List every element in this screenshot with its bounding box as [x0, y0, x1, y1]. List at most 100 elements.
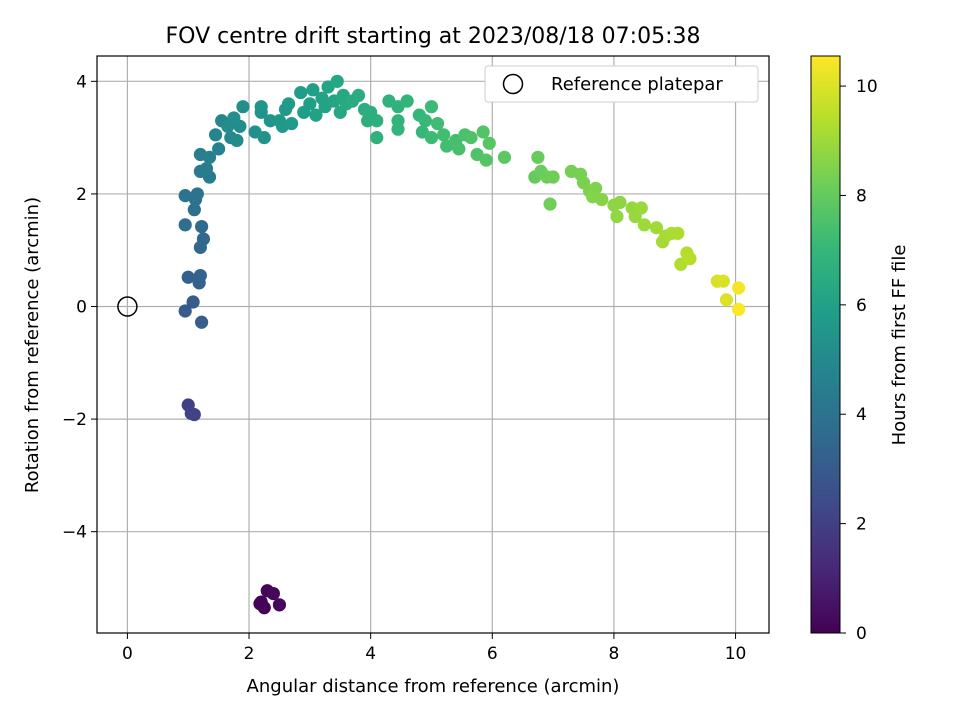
- data-point: [543, 197, 557, 211]
- data-point: [272, 598, 287, 612]
- data-point: [294, 85, 308, 100]
- data-point: [497, 150, 512, 164]
- data-point: [202, 150, 217, 164]
- data-point: [187, 203, 201, 217]
- colorbar-tick-label: 4: [856, 405, 867, 425]
- colorbar-ticks: 0 2 4 6 8 10: [840, 77, 878, 644]
- data-point: [424, 131, 439, 145]
- data-point: [683, 252, 697, 266]
- y-axis-ticks: −4 −2 0 2 4: [62, 72, 97, 543]
- colorbar-label: Hours from first FF file: [889, 245, 910, 446]
- data-point: [731, 302, 746, 316]
- data-point: [391, 122, 405, 136]
- data-point: [257, 131, 271, 145]
- data-point: [196, 232, 211, 246]
- data-point: [230, 133, 244, 148]
- data-point: [430, 116, 445, 131]
- data-point: [531, 150, 545, 164]
- data-point: [227, 111, 241, 125]
- data-point: [464, 131, 478, 145]
- data-point: [719, 293, 734, 307]
- plot-frame: [96, 55, 770, 634]
- data-points: [178, 74, 746, 615]
- plot-area: 0 2 4 6 8 10 −4 −2 0 2 4: [62, 55, 770, 664]
- legend-box: [484, 65, 759, 103]
- data-point: [253, 597, 267, 611]
- x-tick-label: 2: [244, 644, 255, 664]
- colorbar-gradient: [810, 55, 841, 634]
- chart-title: FOV centre drift starting at 2023/08/18 …: [166, 24, 701, 49]
- y-tick-label: −4: [62, 523, 87, 543]
- data-point: [285, 116, 299, 131]
- y-axis-label: Rotation from reference (arcmin): [22, 197, 43, 493]
- colorbar-tick-label: 0: [856, 624, 867, 644]
- reference-platepar-marker: [117, 296, 138, 317]
- data-point: [190, 187, 204, 201]
- data-point: [187, 407, 201, 422]
- data-point: [649, 221, 664, 235]
- x-tick-label: 8: [609, 644, 620, 664]
- data-point: [212, 142, 226, 156]
- data-point: [637, 218, 651, 232]
- x-axis-label: Angular distance from reference (arcmin): [247, 676, 620, 697]
- x-tick-label: 10: [725, 644, 747, 664]
- y-tick-label: 0: [76, 298, 87, 318]
- legend-marker-icon: [502, 73, 524, 95]
- data-point: [208, 128, 223, 142]
- data-point: [186, 295, 200, 309]
- data-point: [400, 94, 414, 108]
- data-point: [613, 195, 627, 209]
- y-tick-label: −2: [62, 410, 87, 430]
- data-point: [452, 142, 466, 156]
- data-point: [195, 315, 209, 329]
- legend: Reference platepar: [484, 65, 759, 103]
- data-point: [178, 189, 192, 203]
- x-tick-label: 4: [365, 644, 376, 664]
- data-point: [351, 88, 366, 103]
- data-point: [370, 131, 384, 145]
- data-point: [424, 100, 439, 114]
- legend-label: Reference platepar: [551, 74, 723, 95]
- data-point: [418, 114, 432, 128]
- data-point: [361, 114, 375, 128]
- data-point: [479, 153, 493, 167]
- data-point: [482, 136, 496, 150]
- y-tick-label: 2: [76, 185, 87, 205]
- data-point: [671, 226, 685, 240]
- colorbar-tick-label: 2: [856, 515, 867, 535]
- data-point: [178, 304, 192, 318]
- data-point: [309, 108, 323, 122]
- x-axis-ticks: 0 2 4 6 8 10: [122, 633, 746, 664]
- colorbar-tick-label: 6: [856, 296, 867, 316]
- data-point: [437, 128, 451, 142]
- data-point: [199, 161, 214, 176]
- data-point: [546, 170, 560, 184]
- data-point: [595, 192, 609, 207]
- data-point: [716, 274, 730, 288]
- data-point: [254, 100, 268, 114]
- data-point: [476, 125, 490, 139]
- colorbar-tick-label: 8: [856, 186, 867, 206]
- data-point: [266, 586, 280, 601]
- data-point: [281, 97, 296, 111]
- data-point: [370, 114, 384, 128]
- x-tick-label: 6: [487, 644, 498, 664]
- colorbar-tick-label: 10: [856, 77, 878, 97]
- data-point: [236, 100, 250, 114]
- data-point: [306, 83, 320, 97]
- data-point: [181, 270, 195, 284]
- data-point: [731, 281, 746, 295]
- colorbar: 0 2 4 6 8 10 Hours from first FF file: [810, 55, 910, 644]
- y-tick-label: 4: [76, 72, 87, 92]
- data-point: [195, 219, 209, 234]
- data-point: [303, 97, 317, 111]
- x-tick-label: 0: [122, 644, 133, 664]
- data-point: [634, 201, 648, 215]
- data-point: [330, 74, 344, 88]
- data-point: [263, 114, 277, 128]
- data-point: [610, 209, 624, 224]
- data-point: [178, 218, 192, 232]
- data-point: [193, 268, 207, 283]
- reference-marker: [117, 296, 138, 317]
